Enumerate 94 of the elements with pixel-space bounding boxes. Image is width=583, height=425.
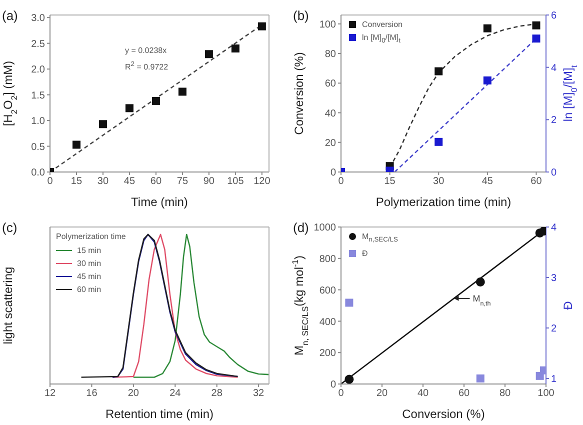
- y-tick-label: 1.5: [31, 90, 46, 102]
- point: [125, 104, 134, 112]
- point: [231, 44, 240, 52]
- point: [98, 120, 107, 128]
- chart-title: (b): [293, 8, 309, 23]
- legend-label: 15 min: [77, 246, 102, 255]
- y-tick-label: 200: [319, 348, 336, 360]
- x-tick-label: 28: [211, 388, 223, 400]
- x-tick-label: 0: [338, 388, 344, 400]
- point: [345, 298, 354, 307]
- y2-tick-label: 4: [551, 62, 557, 74]
- x-tick-label: 20: [128, 388, 140, 400]
- y-tick-label: 400: [319, 316, 336, 328]
- y2-axis-title: Đ: [561, 300, 575, 310]
- x-axis-title: Time (min): [131, 195, 188, 209]
- y-tick-label: 0.0: [31, 168, 46, 179]
- y2-tick-label: 6: [551, 10, 557, 22]
- x-tick-label: 45: [124, 176, 136, 188]
- legend-label: 45 min: [77, 272, 102, 281]
- chart-title: (c): [2, 220, 18, 235]
- x-tick-label: 120: [254, 176, 271, 188]
- x-tick-label: 60: [530, 176, 542, 188]
- x-tick-label: 90: [203, 176, 215, 188]
- y-tick-label: 60: [324, 78, 336, 90]
- x-tick-label: 100: [538, 388, 555, 400]
- legend-title: Polymerization time: [56, 231, 126, 243]
- x-tick-label: 24: [170, 388, 182, 400]
- y-tick-label: 0.5: [31, 142, 46, 153]
- x-tick-label: 75: [176, 176, 188, 188]
- y2-tick-label: 1: [551, 374, 557, 385]
- chart-title: (d): [293, 220, 309, 235]
- point: [152, 96, 160, 105]
- x-tick-label: 16: [86, 388, 98, 400]
- x-axis-title: Polymerization time (min): [376, 195, 512, 209]
- y-tick-label: 0: [330, 380, 336, 391]
- chart-title: (a): [2, 8, 18, 23]
- legend-label: Conversion: [362, 20, 402, 29]
- x-tick-label: 45: [482, 176, 494, 188]
- y2-tick-label: 2: [551, 324, 557, 335]
- x-tick-label: 12: [44, 388, 56, 400]
- x-tick-label: 0: [338, 176, 344, 188]
- annotation: M$_{n,th}$: [472, 293, 492, 307]
- annotation: R$^{2}$ = 0.9722: [125, 60, 168, 74]
- legend-label: ln [M]$_{0}$/[M]$_{t}$: [362, 33, 400, 45]
- y-tick-label: 20: [324, 138, 336, 149]
- point: [532, 21, 540, 30]
- y-tick-label: 0: [330, 168, 336, 179]
- point: [344, 374, 354, 384]
- point: [204, 50, 213, 58]
- point: [476, 277, 485, 286]
- x-tick-label: 60: [150, 176, 162, 188]
- x-tick-label: 32: [253, 388, 265, 400]
- y-tick-label: 600: [319, 285, 336, 296]
- y-tick-label: 2.0: [31, 64, 46, 76]
- x-tick-label: 20: [376, 388, 388, 400]
- point: [72, 140, 80, 149]
- point: [178, 88, 186, 96]
- legend-label: 30 min: [77, 259, 102, 268]
- annotation: y = 0.0238x: [125, 45, 168, 57]
- y2-tick-label: 3: [551, 273, 557, 284]
- point: [483, 76, 492, 84]
- y2-tick-label: 4: [551, 222, 557, 234]
- y-tick-label: 3.0: [31, 13, 46, 24]
- x-tick-label: 15: [384, 176, 396, 188]
- point: [483, 24, 492, 32]
- legend-label: M$_{n,SEC/LS}$: [362, 232, 398, 244]
- x-tick-label: 0: [47, 176, 54, 188]
- x-tick-label: 105: [227, 176, 244, 188]
- y-tick-label: 100: [319, 19, 336, 30]
- y-axis-title: light scattering: [1, 266, 15, 344]
- x-tick-label: 40: [417, 388, 429, 400]
- y-tick-label: 2.5: [31, 38, 46, 50]
- legend-label: 60 min: [77, 285, 102, 294]
- y-tick-label: 800: [319, 254, 336, 265]
- y-axis-title: Conversion (%): [292, 52, 306, 135]
- point: [434, 138, 443, 146]
- legend-label: Đ: [362, 248, 368, 258]
- point: [476, 374, 484, 382]
- y-tick-label: 40: [324, 108, 336, 120]
- x-tick-label: 15: [70, 176, 82, 188]
- y2-tick-label: 0: [551, 168, 557, 179]
- y2-tick-label: 2: [551, 115, 557, 126]
- x-axis-title: Retention time (min): [105, 407, 214, 421]
- x-tick-label: 30: [97, 176, 109, 188]
- point: [258, 22, 266, 30]
- y-tick-label: 80: [324, 49, 336, 60]
- y-tick-label: 1000: [314, 222, 336, 234]
- point: [532, 34, 540, 43]
- point: [434, 67, 443, 76]
- x-tick-label: 60: [458, 388, 470, 400]
- x-tick-label: 30: [433, 176, 445, 188]
- x-tick-label: 80: [499, 388, 511, 400]
- x-axis-title: Conversion (%): [402, 407, 485, 421]
- y-tick-label: 1.0: [31, 116, 46, 128]
